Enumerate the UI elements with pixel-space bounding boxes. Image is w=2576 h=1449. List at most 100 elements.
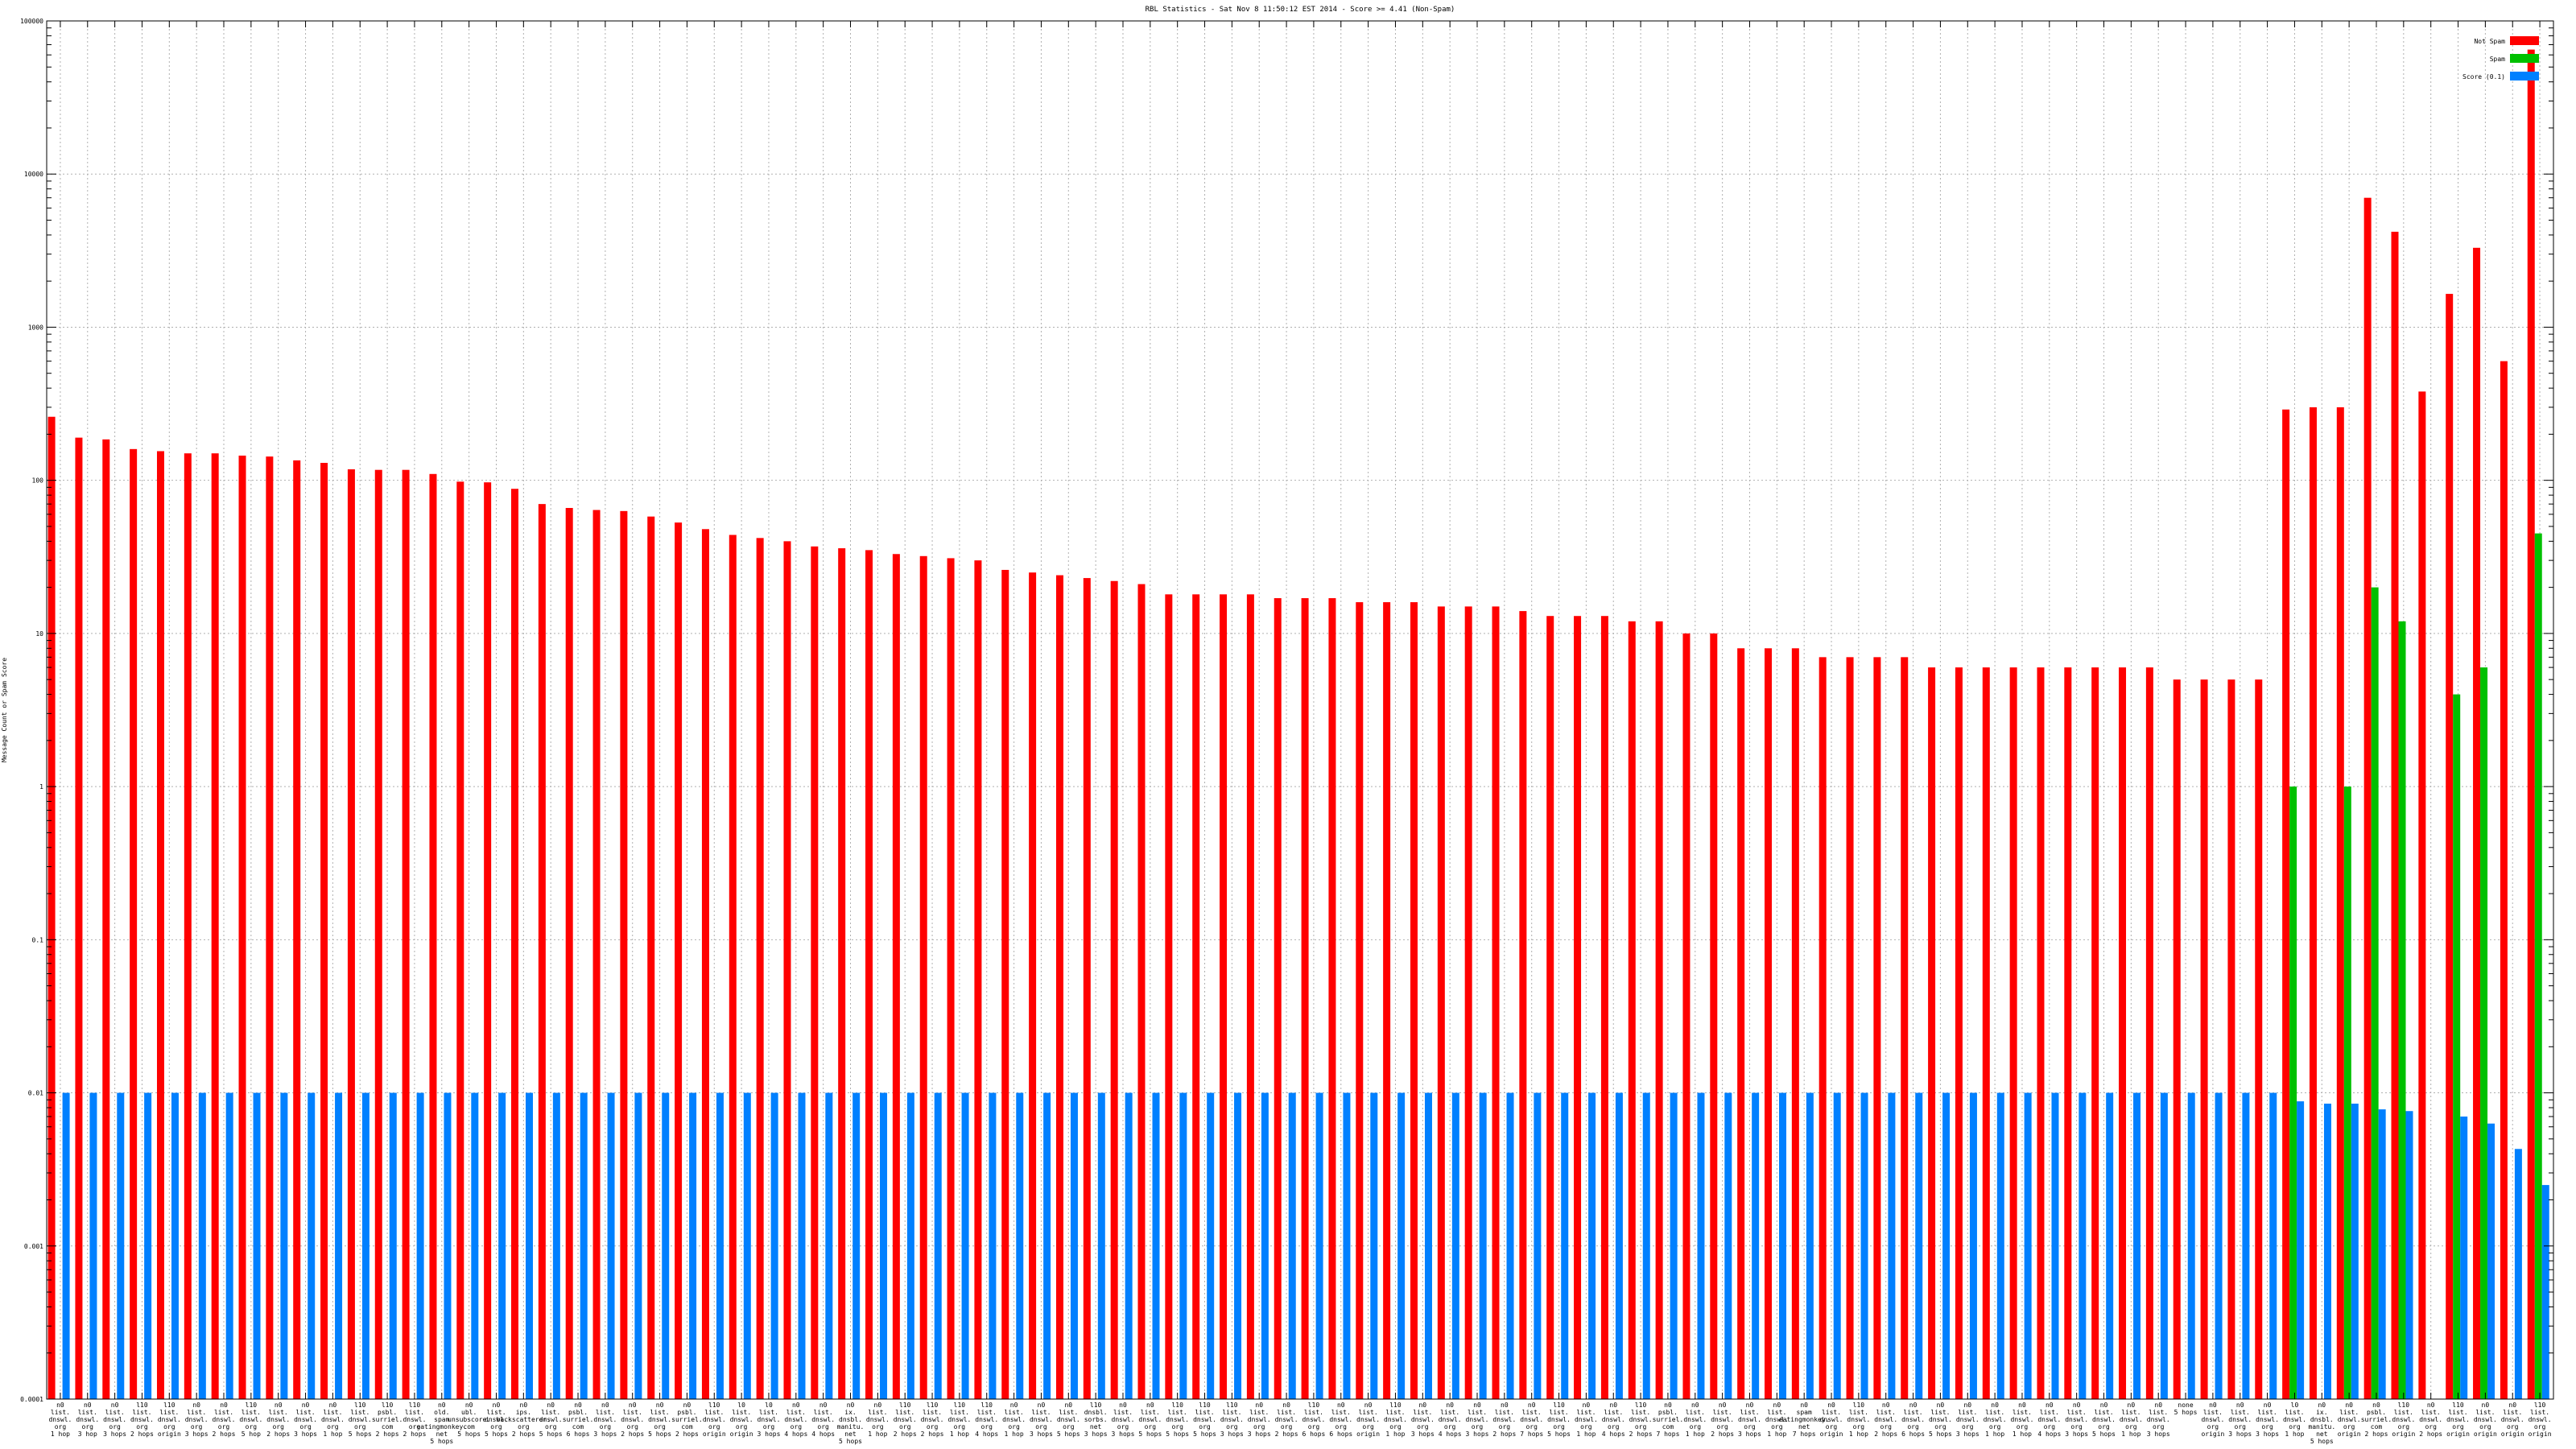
x-category-label: l10 list. dnswl. org 2 hops	[921, 1402, 944, 1438]
y-tick-label: 10	[35, 630, 43, 638]
bar-not-spam	[2145, 667, 2153, 1399]
x-category-label: n0 list. dnswl. org 1 hop	[1575, 1402, 1598, 1438]
bar-score	[308, 1092, 316, 1399]
x-category-label: n0 ix. dnsbl. manitu. net 5 hops	[837, 1402, 865, 1445]
bar-score	[1724, 1092, 1732, 1399]
x-category-label: n0 list. dnswl. org 5 hops	[648, 1402, 671, 1438]
bar-not-spam	[947, 558, 955, 1400]
bar-score	[253, 1092, 261, 1399]
legend-label-score: Score (0.1)	[2462, 73, 2505, 80]
legend-label-spam: Spam	[2490, 56, 2505, 63]
bar-score	[2187, 1092, 2195, 1399]
x-category-label: n0 list. dnswl. org 3 hops	[1248, 1402, 1271, 1438]
x-category-label: n0 list. dnswl. org origin	[2501, 1402, 2524, 1438]
bar-not-spam	[130, 448, 138, 1399]
x-category-label: n0 list. dnswl. org 1 hop	[2011, 1402, 2034, 1438]
bar-score	[1479, 1092, 1487, 1399]
x-category-label: n0 list. dnswl. org 5 hops	[1057, 1402, 1080, 1438]
legend: Not Spam Spam Score (0.1)	[2462, 36, 2539, 80]
bar-score	[335, 1092, 343, 1399]
x-category-label: n0 list. dnswl. org 1 hop	[2120, 1402, 2143, 1438]
x-category-label: l10 list. dnswl. org origin	[2446, 1402, 2470, 1438]
x-category-label: n0 psbl. surriel. com 7 hops	[1653, 1402, 1684, 1438]
bar-not-spam	[1873, 657, 1881, 1399]
bar-not-spam	[320, 462, 328, 1399]
bar-score	[2160, 1092, 2168, 1399]
bar-not-spam	[1765, 648, 1773, 1399]
x-category-label: n0 list. dnswl. org 3 hops	[2147, 1402, 2170, 1438]
bar-not-spam	[2309, 407, 2317, 1399]
x-category-label: l10 list. dnswl. org 1 hop	[947, 1402, 971, 1438]
bar-not-spam	[429, 473, 437, 1399]
x-category-label: n0 list. dnswl. org 2 hops	[621, 1402, 644, 1438]
bar-not-spam	[1628, 621, 1636, 1399]
y-tick-label: 0.1	[32, 936, 44, 943]
bar-not-spam	[1955, 667, 1963, 1399]
bar-score	[1561, 1092, 1569, 1399]
bar-not-spam	[75, 437, 83, 1399]
bar-score	[1179, 1092, 1187, 1399]
x-category-label: n0 old. spam eatingmonkey. net 5 hops	[416, 1402, 467, 1445]
bar-not-spam	[565, 507, 573, 1399]
bar-not-spam	[1682, 633, 1690, 1399]
bar-score	[1752, 1092, 1760, 1399]
x-category-label: n0 list. dnswl. org 6 hops	[1901, 1402, 1925, 1438]
x-category-label: n0 list. dnswl. org 3 hops	[1466, 1402, 1489, 1438]
bar-spam	[2398, 621, 2406, 1399]
bar-not-spam	[756, 538, 764, 1399]
x-category-label: l10 psbl. surriel. com 2 hops	[372, 1402, 403, 1438]
bars-layer	[47, 49, 2549, 1400]
bar-not-spam	[2064, 667, 2072, 1399]
bar-not-spam	[1192, 594, 1200, 1399]
x-category-label: l10 list. dnswl. org 1 hop	[1384, 1402, 1407, 1438]
x-category-label: l0 list. dnswl. org 3 hops	[758, 1402, 781, 1438]
x-category-label: n0 psbl. surriel. com 2 hops	[2361, 1402, 2392, 1438]
bar-not-spam	[2091, 667, 2099, 1399]
x-category-label: n0 list. dnswl. org 3 hops	[593, 1402, 617, 1438]
bar-not-spam	[1301, 598, 1309, 1399]
x-category-label: n0 list. dnswl. org origin	[2474, 1402, 2497, 1438]
bar-not-spam	[1982, 667, 1990, 1399]
x-category-label: n0 list. dnswl. org 5 hops	[539, 1402, 563, 1438]
bar-not-spam	[184, 453, 192, 1399]
bar-spam	[2534, 533, 2542, 1400]
x-category-label: l10 list. dnswl. org 5 hops	[1193, 1402, 1216, 1438]
x-category-label: n0 list. dnswl. org origin	[1356, 1402, 1380, 1438]
x-category-label: n0 psbl. surriel. com 6 hops	[563, 1402, 594, 1438]
bar-score	[906, 1092, 914, 1399]
bar-not-spam	[1519, 611, 1527, 1399]
x-category-label: n0 list. dnswl. org 3 hops	[1956, 1402, 1979, 1438]
legend-swatch-score	[2510, 72, 2539, 80]
bar-score	[1915, 1092, 1923, 1399]
bar-not-spam	[2391, 231, 2399, 1400]
bar-score	[2079, 1092, 2087, 1399]
bar-score	[2024, 1092, 2032, 1399]
bar-not-spam	[620, 510, 628, 1399]
bar-score	[2514, 1149, 2522, 1399]
x-category-label: n0 list. dnswl. org 6 hops	[1329, 1402, 1352, 1438]
x-category-label: n0 list. dnswl. org 2 hops	[1874, 1402, 1897, 1438]
x-category-label: n0 list. dnswl. org 7 hops	[1520, 1402, 1543, 1438]
bar-score	[1588, 1092, 1596, 1399]
bar-score	[144, 1092, 152, 1399]
x-category-label: n0 list. dnswl. org 4 hops	[1602, 1402, 1625, 1438]
bar-not-spam	[2037, 667, 2045, 1399]
bar-score	[580, 1092, 588, 1399]
x-category-label: n0 list. dnswl. org 2 hops	[213, 1402, 236, 1438]
x-category-label: n0 list. dnswl. org 3 hops	[185, 1402, 208, 1438]
bar-not-spam	[2500, 361, 2508, 1399]
bar-not-spam	[402, 469, 410, 1399]
x-category-label: n0 list. dnswl. org origin	[1820, 1402, 1843, 1438]
y-tick-label: 100000	[20, 18, 43, 25]
bar-not-spam	[1356, 602, 1364, 1399]
bar-spam	[2453, 694, 2461, 1399]
bar-not-spam	[1846, 657, 1854, 1399]
bar-score	[1942, 1092, 1951, 1399]
bar-spam	[2371, 587, 2379, 1399]
bar-score	[2269, 1092, 2277, 1399]
bar-score	[498, 1092, 506, 1399]
x-category-label: n0 list. dnswl. org 2 hops	[1711, 1402, 1734, 1438]
bar-not-spam	[675, 522, 683, 1400]
y-tick-label: 0.001	[24, 1243, 43, 1250]
bar-score	[552, 1092, 560, 1399]
